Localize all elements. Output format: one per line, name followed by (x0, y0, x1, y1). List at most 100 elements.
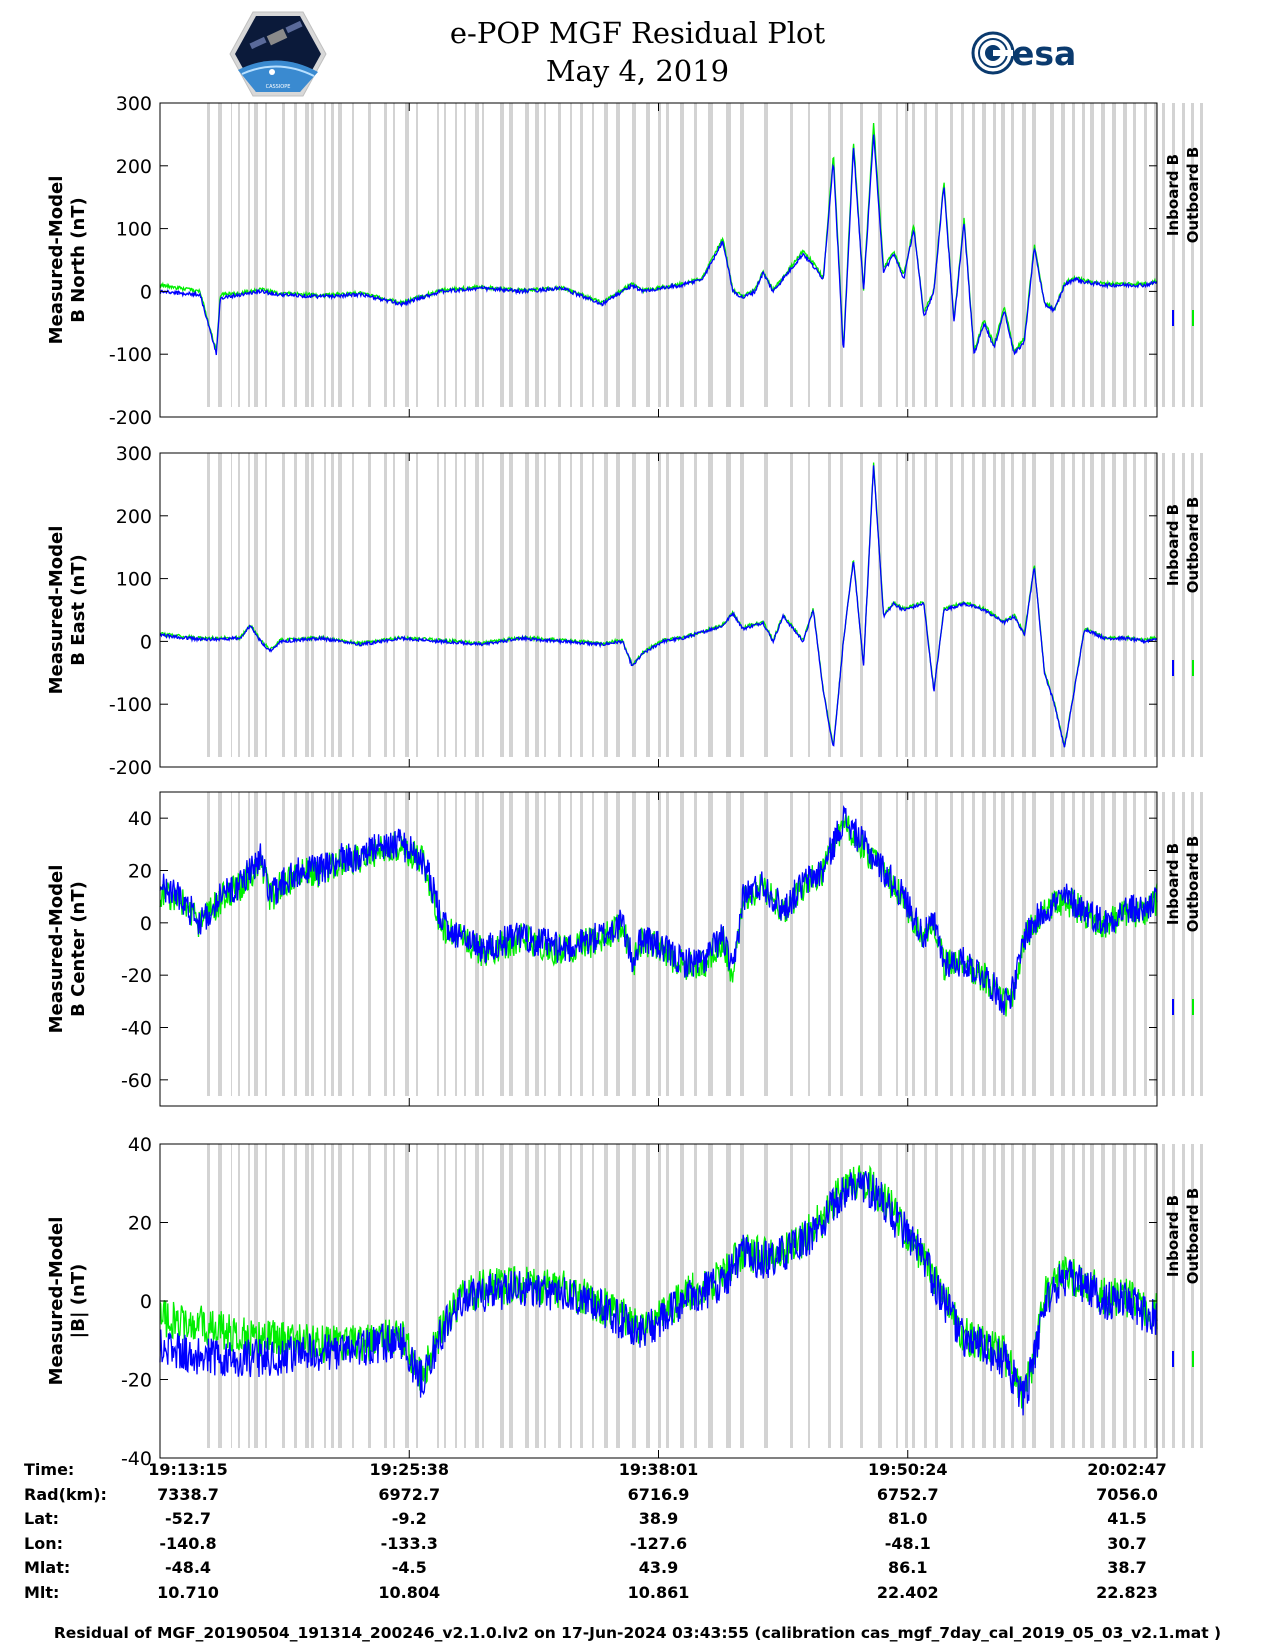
shading-band (1200, 1144, 1203, 1448)
shading-band (950, 1144, 953, 1448)
shading-band (604, 453, 608, 757)
shading-band (482, 453, 484, 757)
y-axis-label-line2: B East (nT) (68, 554, 89, 666)
shading-band (982, 103, 986, 407)
shading-band (708, 453, 713, 757)
shading-band (950, 103, 953, 407)
info-row: Mlt: 10.710 10.804 10.861 22.402 22.823 (0, 1581, 1275, 1605)
shading-band (726, 103, 731, 407)
esa-logo: esa (971, 31, 1076, 75)
shading-band (726, 453, 731, 757)
shading-band (1050, 792, 1054, 1096)
shading-band (416, 1144, 418, 1448)
info-cell: 41.5 (1107, 1509, 1147, 1529)
shading-band (1154, 453, 1157, 757)
shading-band (558, 453, 561, 757)
shading-band (500, 103, 504, 407)
shading-band (708, 1144, 713, 1448)
shading-band (1123, 453, 1127, 757)
info-row: Lat: -52.7 -9.2 38.9 81.0 41.5 (0, 1507, 1275, 1531)
shading-band (368, 453, 371, 757)
shading-band (912, 103, 915, 407)
shading-band (1191, 453, 1194, 757)
y-tick-label: 0 (140, 631, 152, 653)
shading-band (218, 792, 222, 1096)
shading-band (455, 1144, 457, 1448)
shading-band (680, 103, 684, 407)
shading-band (896, 103, 898, 407)
shading-band (1172, 453, 1175, 757)
shading-band (961, 792, 964, 1096)
shading-band (646, 1144, 650, 1448)
shading-band (616, 792, 620, 1096)
shading-band (1101, 103, 1105, 407)
shading-band (331, 792, 334, 1096)
info-cell: 38.7 (1107, 1558, 1147, 1578)
info-cell: 19:13:15 (148, 1460, 228, 1479)
shading-band (393, 1144, 395, 1448)
shading-band (311, 103, 314, 407)
orbit-info-table: Time: 19:13:15 19:25:38 19:38:01 19:50:24 20:… (0, 1458, 1275, 1618)
shading-band (311, 1144, 314, 1448)
shading-band (1061, 1144, 1065, 1448)
legend-outboard: Outboard B (1184, 497, 1202, 594)
shading-band (1191, 792, 1194, 1096)
y-tick-label: -200 (109, 407, 152, 429)
shading-band (384, 103, 387, 407)
shading-band (509, 103, 513, 407)
shading-band (294, 1144, 297, 1448)
panel-b-east: -200 -100 0 100 200 300 Measured-Model B East (… (46, 443, 1203, 779)
shading-band (368, 1144, 371, 1448)
shading-band (840, 792, 843, 1096)
shading-band (368, 792, 371, 1096)
shading-band (912, 1144, 915, 1448)
shading-band (238, 453, 240, 757)
info-cell: 19:50:24 (867, 1460, 948, 1479)
shading-band (828, 1144, 831, 1448)
shading-band (764, 103, 768, 407)
shading-band (1162, 103, 1165, 407)
shading-band (331, 453, 334, 757)
shading-band (384, 453, 387, 757)
shading-band (950, 792, 953, 1096)
shading-band (1050, 453, 1054, 757)
shading-band (1011, 103, 1014, 407)
shading-band (282, 792, 285, 1096)
shading-band (1144, 1144, 1147, 1448)
shading-band (475, 453, 479, 757)
shading-band (311, 792, 314, 1096)
shading-band (1112, 453, 1116, 757)
info-cell: 6752.7 (876, 1484, 939, 1504)
info-row-label: Lon: (24, 1533, 63, 1553)
shading-band (726, 792, 731, 1096)
shading-band (658, 103, 661, 407)
y-tick-label: 300 (116, 443, 152, 465)
y-axis-label-line1: Measured-Model (46, 176, 67, 345)
shading-band (1144, 103, 1147, 407)
shading-band (231, 1144, 232, 1448)
shading-band (1182, 1144, 1185, 1448)
shading-band (248, 453, 250, 757)
shading-band (218, 453, 222, 757)
y-tick-label: 0 (140, 913, 152, 935)
shading-band (790, 103, 793, 407)
shading-band (860, 453, 863, 757)
y-tick-label: 0 (140, 281, 152, 303)
panel-b-north: -200 -100 0 100 200 300 Measured-Model B North … (46, 93, 1203, 429)
shading-band (544, 1144, 546, 1448)
legend-inboard: Inboard B (1164, 843, 1182, 925)
shading-band (1001, 1144, 1005, 1448)
shading-band (207, 1144, 210, 1448)
shading-band (1022, 103, 1026, 407)
shading-band (1032, 1144, 1036, 1448)
shading-band (1072, 453, 1075, 757)
legend-inboard: Inboard B (1164, 1195, 1182, 1277)
shading-band (437, 792, 439, 1096)
shading-band (961, 1144, 964, 1448)
shading-band (416, 453, 418, 757)
shading-band (896, 792, 898, 1096)
shading-band (658, 1144, 661, 1448)
shading-band (231, 453, 232, 757)
y-tick-label: 20 (128, 861, 152, 883)
shading-band (1200, 453, 1203, 757)
